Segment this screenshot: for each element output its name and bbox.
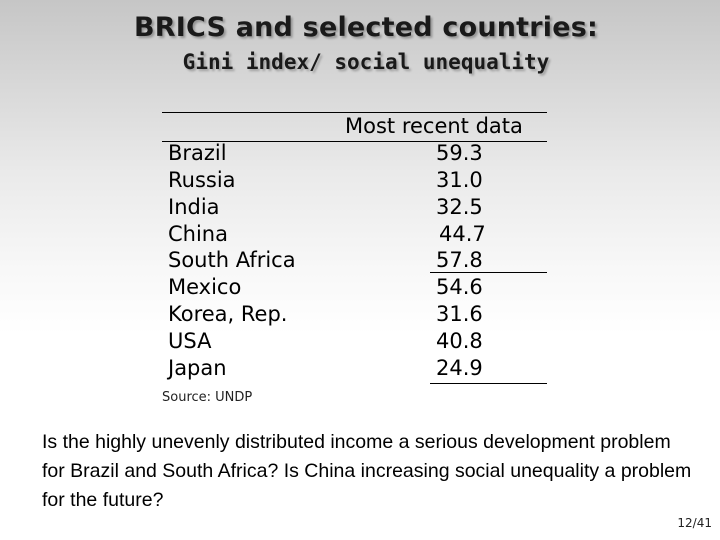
country-cell: China bbox=[168, 222, 228, 246]
country-cell: Russia bbox=[168, 168, 236, 192]
slide-subtitle: Gini index/ social unequality bbox=[182, 50, 550, 74]
value-cell: 44.7 bbox=[439, 222, 486, 246]
table-row: Korea, Rep. 31.6 bbox=[162, 301, 547, 327]
country-cell: India bbox=[168, 195, 220, 219]
group-divider-rule bbox=[430, 272, 547, 273]
header-bottom-rule bbox=[162, 141, 547, 142]
table-row: South Africa 57.8 bbox=[162, 247, 547, 273]
table-row: USA 40.8 bbox=[162, 328, 547, 354]
value-cell: 57.8 bbox=[436, 248, 483, 272]
country-cell: Japan bbox=[168, 356, 227, 380]
country-cell: Brazil bbox=[168, 141, 227, 165]
slide-title: BRICS and selected countries: bbox=[133, 12, 599, 43]
country-cell: South Africa bbox=[168, 248, 296, 272]
value-cell: 54.6 bbox=[436, 275, 483, 299]
value-cell: 59.3 bbox=[436, 141, 483, 165]
column-header: Most recent data bbox=[345, 114, 523, 138]
table-bottom-rule bbox=[430, 383, 547, 384]
table-row: Russia 31.0 bbox=[162, 167, 547, 193]
value-cell: 40.8 bbox=[436, 329, 483, 353]
table-row: China 44.7 bbox=[162, 221, 547, 247]
table-row: Brazil 59.3 bbox=[162, 140, 547, 166]
country-cell: Korea, Rep. bbox=[168, 302, 288, 326]
discussion-question: Is the highly unevenly distributed incom… bbox=[42, 431, 692, 511]
page-number: 12/41 bbox=[677, 516, 712, 530]
table-row: Japan 24.9 bbox=[162, 355, 547, 381]
source-note: Source: UNDP bbox=[162, 390, 253, 405]
table-top-rule bbox=[162, 112, 547, 113]
value-cell: 32.5 bbox=[436, 195, 483, 219]
table-row: India 32.5 bbox=[162, 194, 547, 220]
value-cell: 31.0 bbox=[436, 168, 483, 192]
country-cell: Mexico bbox=[168, 275, 242, 299]
value-cell: 31.6 bbox=[436, 302, 483, 326]
country-cell: USA bbox=[168, 329, 212, 353]
table-row: Mexico 54.6 bbox=[162, 274, 547, 300]
value-cell: 24.9 bbox=[436, 356, 483, 380]
